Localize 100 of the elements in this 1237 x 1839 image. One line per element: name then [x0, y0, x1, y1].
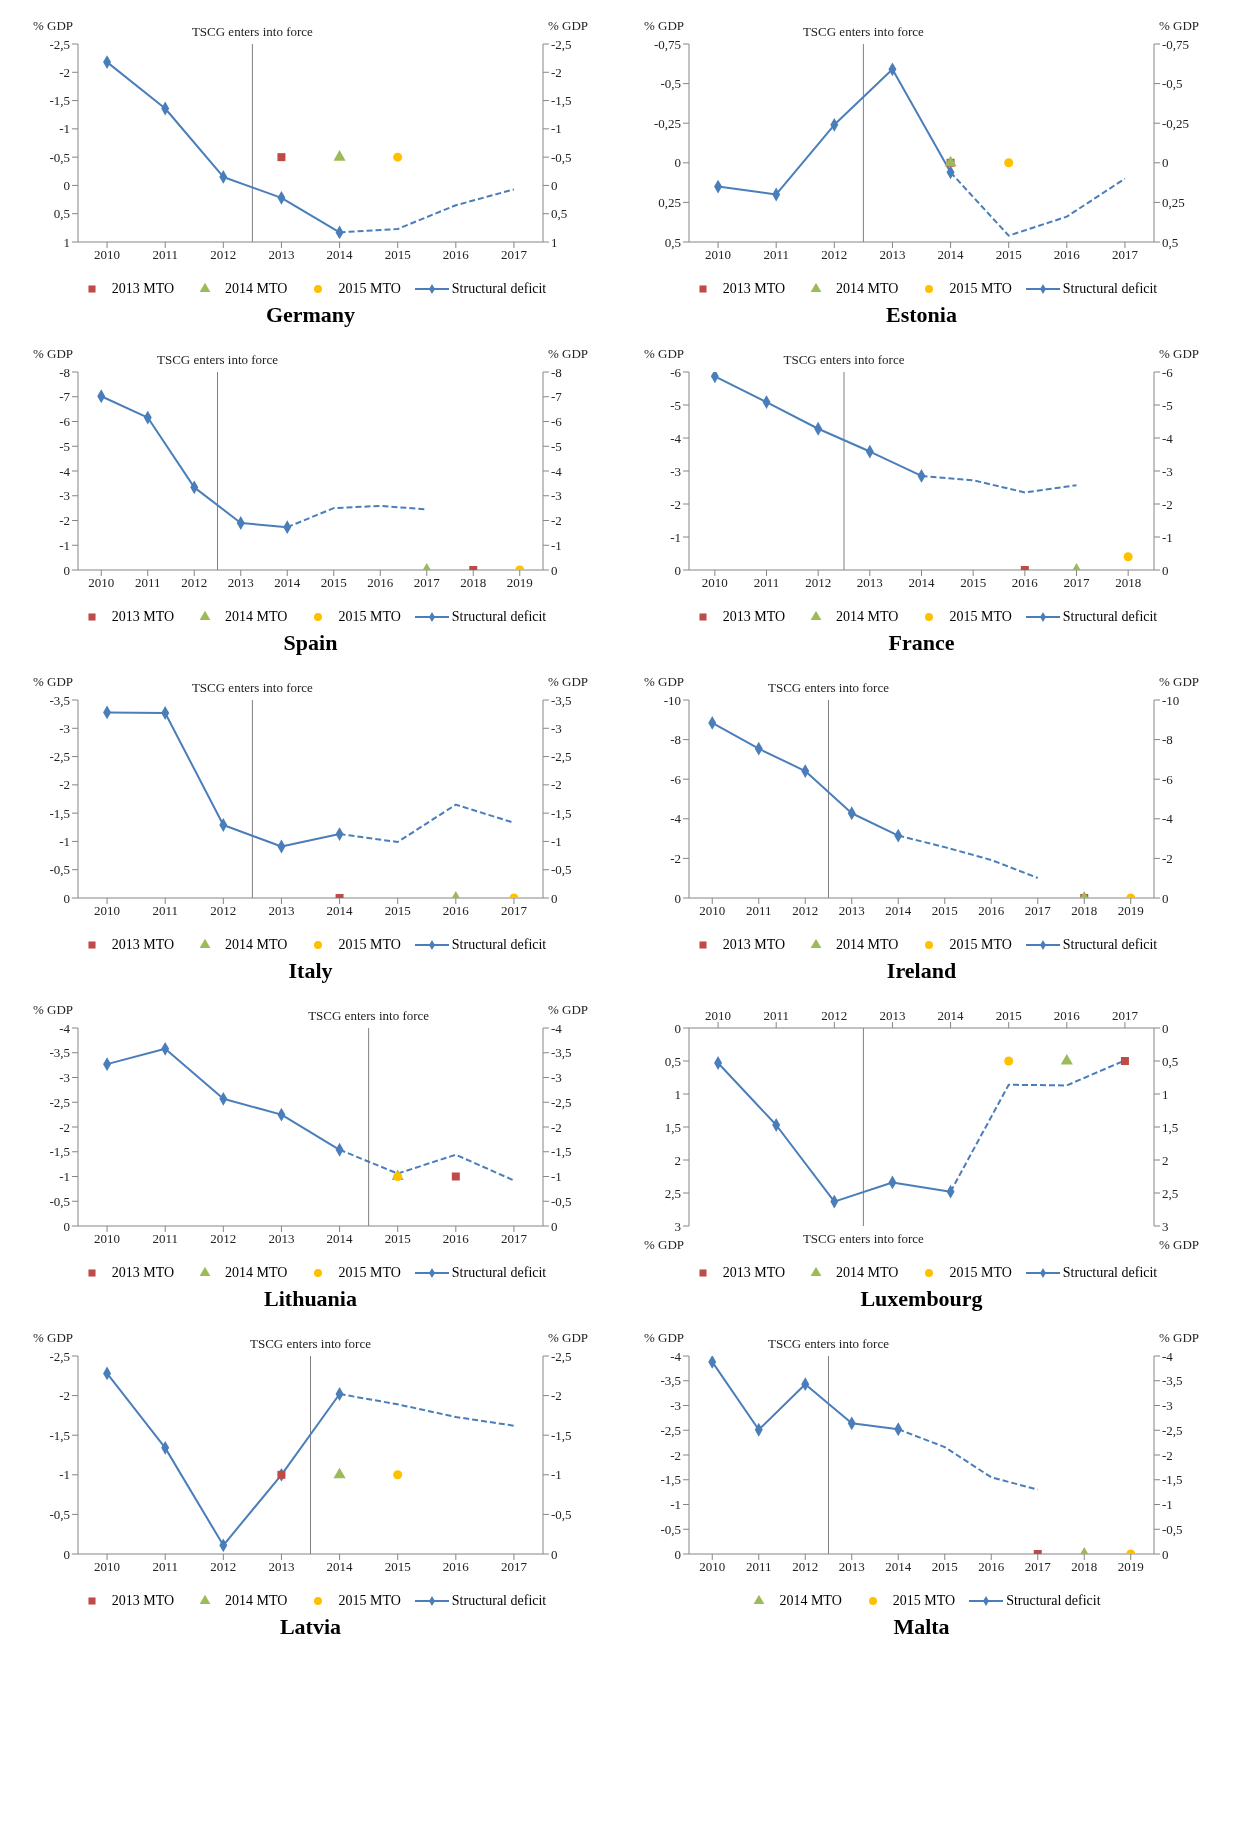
y-tick-label: -5 [670, 397, 681, 413]
y-tick-label: -1,5 [49, 805, 70, 821]
y2-tick-label: 0 [551, 1218, 558, 1234]
y2-tick-label: 0 [551, 562, 558, 578]
legend-label: 2013 MTO [110, 609, 175, 625]
x-tick-label: 2018 [460, 575, 487, 591]
y-tick-label: -10 [663, 692, 681, 708]
legend-label: 2015 MTO [337, 937, 401, 953]
y2-tick-label: -1,5 [1162, 1472, 1183, 1488]
y2-tick-label: -3,5 [551, 692, 572, 708]
y2-tick-label: -3 [1162, 463, 1173, 479]
y-tick-label: -0,5 [660, 1521, 681, 1537]
y-tick-label: 0 [674, 890, 681, 906]
y-axis-title: % GDP [643, 1237, 685, 1253]
y-tick-label: -1 [59, 834, 70, 850]
x-tick-label: 2015 [995, 1008, 1022, 1023]
x-tick-label: 2015 [960, 575, 987, 591]
ref-line-label: TSCG enters into force [802, 1231, 925, 1247]
x-tick-label: 2014 [326, 1231, 354, 1247]
y2-tick-label: 1,5 [1162, 1119, 1179, 1135]
x-tick-label: 2012 [210, 247, 237, 263]
legend-label: Structural deficit [1005, 1593, 1101, 1609]
y2-tick-label: -2,5 [1162, 1422, 1183, 1438]
y2-tick-label: -1,5 [551, 805, 572, 821]
y2-tick-label: -7 [551, 389, 563, 405]
legend-label: Structural deficit [1061, 937, 1158, 953]
y2-tick-label: -0,5 [551, 1507, 572, 1523]
y-tick-label: -4 [59, 1020, 71, 1036]
ref-line-label: TSCG enters into force [250, 1336, 372, 1351]
y2-tick-label: -2 [551, 1388, 562, 1404]
legend-label: 2013 MTO [110, 1593, 175, 1609]
legend-label: 2013 MTO [721, 1265, 786, 1281]
legend-label: 2014 MTO [778, 1593, 842, 1609]
legend-label: 2014 MTO [835, 1265, 899, 1281]
y2-tick-label: 0 [551, 1546, 558, 1562]
y-tick-label: 2 [674, 1152, 681, 1168]
y-tick-label: -3,5 [49, 1045, 70, 1061]
y2-tick-label: -4 [551, 1020, 563, 1036]
y2-tick-label: 0,5 [1162, 1053, 1179, 1069]
ref-line-label: TSCG enters into force [191, 680, 314, 695]
y2-tick-label: -0,5 [1162, 1521, 1183, 1537]
x-tick-label: 2016 [442, 1559, 470, 1575]
y2-tick-label: -2 [551, 777, 562, 793]
y2-tick-label: 0,5 [1162, 234, 1179, 250]
x-tick-label: 2018 [1071, 1559, 1098, 1575]
y-tick-label: -1 [59, 537, 70, 553]
x-tick-label: 2012 [210, 903, 237, 919]
y-tick-label: -2 [670, 851, 681, 867]
y-tick-label: -2 [59, 513, 70, 529]
y2-tick-label: 0 [1162, 890, 1169, 906]
point [1120, 1057, 1129, 1065]
y2-tick-label: -4 [1162, 1348, 1174, 1364]
y-tick-label: 3 [674, 1218, 681, 1234]
legend-label: Structural deficit [1061, 281, 1158, 297]
x-tick-label: 2016 [367, 575, 394, 591]
y2-tick-label: 0 [1162, 1546, 1169, 1562]
y2-tick-label: -1 [1162, 1497, 1173, 1513]
x-tick-label: 2015 [384, 903, 411, 919]
x-tick-label: 2018 [1071, 903, 1098, 919]
y-tick-label: 0,5 [664, 234, 681, 250]
x-tick-label: 2014 [937, 1008, 965, 1023]
x-tick-label: 2016 [442, 1231, 470, 1247]
y-tick-label: 0 [63, 178, 70, 194]
y2-tick-label: -1 [551, 834, 562, 850]
y-axis-title: % GDP [643, 346, 685, 361]
text: Luxembourg [859, 1286, 984, 1312]
y2-tick-label: -10 [1162, 692, 1180, 708]
y-tick-label: -0,5 [660, 76, 681, 92]
y-tick-label: -1,5 [49, 1427, 70, 1443]
y-axis-title: % GDP [32, 674, 74, 689]
point [1004, 1056, 1014, 1066]
x-tick-label: 2011 [152, 1559, 178, 1575]
y2-tick-label: -1 [551, 537, 562, 553]
y2-tick-label: 2 [1162, 1152, 1169, 1168]
legend-label: 2014 MTO [835, 937, 899, 953]
y2-tick-label: -2 [1162, 1447, 1173, 1463]
legend-label: Structural deficit [450, 1265, 547, 1281]
y-tick-label: -0,5 [49, 1193, 70, 1209]
y2-tick-label: -8 [551, 364, 562, 380]
x-tick-label: 2017 [1063, 575, 1090, 591]
x-tick-label: 2011 [152, 903, 178, 919]
y2-tick-label: -1 [551, 1169, 562, 1185]
y2-tick-label: -0,75 [1162, 36, 1190, 52]
legend-label: 2014 MTO [224, 1265, 288, 1281]
x-tick-label: 2015 [384, 247, 411, 263]
x-tick-label: 2013 [879, 247, 906, 263]
y2-tick-label: 0,25 [1162, 195, 1185, 211]
y2-tick-label: -2,5 [551, 1094, 572, 1110]
y-tick-label: -2 [59, 777, 70, 793]
y2-axis-title: % GDP [547, 1002, 589, 1017]
text: France [887, 630, 956, 656]
y2-tick-label: -3,5 [551, 1045, 572, 1061]
x-tick-label: 2013 [856, 575, 883, 591]
x-tick-label: 2013 [268, 903, 295, 919]
legend-label: 2013 MTO [721, 281, 786, 297]
y-tick-label: -3 [670, 463, 681, 479]
x-tick-label: 2017 [1024, 1559, 1052, 1575]
x-tick-label: 2010 [701, 575, 728, 591]
y-axis-title: % GDP [32, 346, 74, 361]
y2-tick-label: -4 [1162, 430, 1174, 446]
